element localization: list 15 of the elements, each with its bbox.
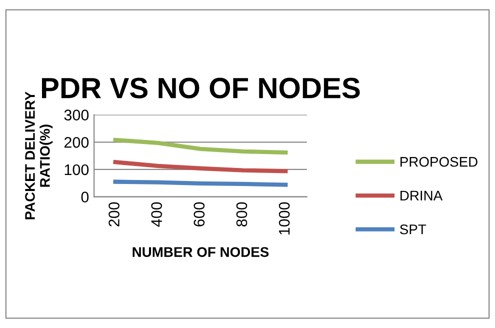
legend-label: DRINA — [400, 190, 443, 200]
x-tick-label: 600 — [194, 202, 205, 226]
x-tick-label: 1000 — [278, 202, 290, 234]
x-tick-label: 800 — [236, 202, 248, 226]
y-tick-label: 0 — [81, 192, 89, 202]
x-axis-title: NUMBER OF NODES — [132, 247, 269, 257]
legend-label: PROPOSED — [400, 156, 478, 167]
x-tick-label: 400 — [151, 202, 162, 227]
legend-label: SPT — [400, 224, 426, 234]
line-series — [113, 138, 288, 155]
line-series — [113, 160, 288, 174]
y-tick-label: 200 — [64, 137, 89, 148]
y-tick-label: 100 — [64, 164, 89, 176]
y-tick-label: 300 — [64, 110, 89, 120]
x-tick-label: 200 — [108, 202, 120, 226]
